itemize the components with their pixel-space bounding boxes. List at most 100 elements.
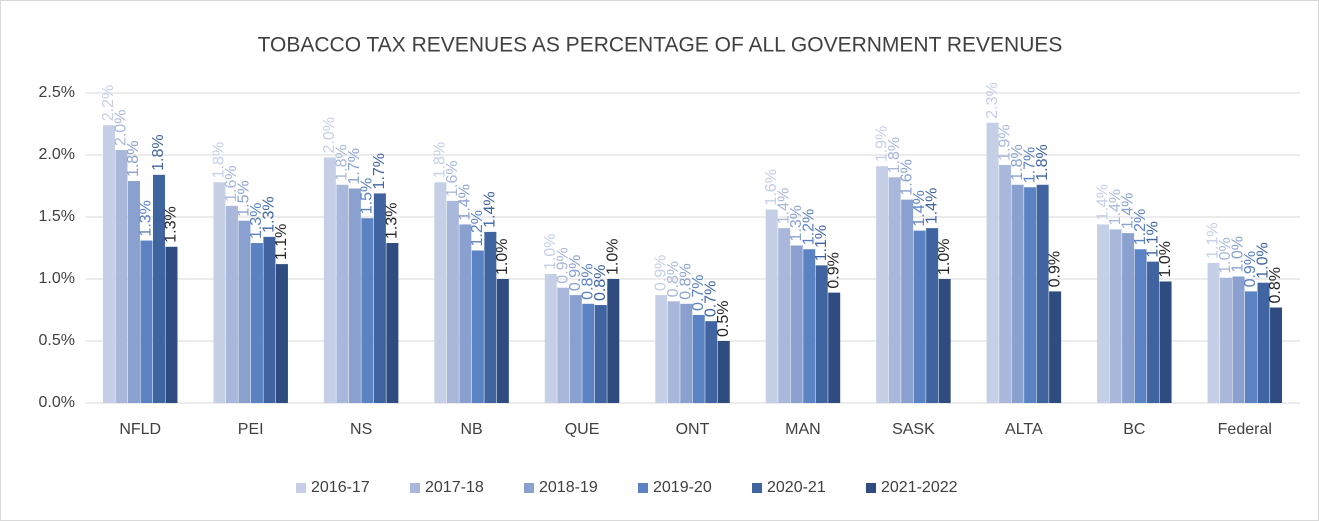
- data-label: 1.6%: [223, 165, 240, 201]
- bar: [778, 228, 791, 403]
- data-label: 0.8%: [1267, 267, 1284, 303]
- bar: [127, 181, 140, 403]
- data-label: 1.3%: [384, 203, 401, 239]
- x-tick-label: ALTA: [1005, 421, 1043, 438]
- data-label: 1.4%: [482, 191, 499, 227]
- data-label: 1.0%: [1255, 242, 1272, 278]
- data-label: 1.8%: [1034, 144, 1051, 180]
- y-tick-label: 2.0%: [39, 146, 75, 163]
- data-label: 0.8%: [677, 263, 694, 299]
- data-label: 0.5%: [715, 301, 732, 337]
- legend-swatch: [866, 483, 876, 493]
- bar: [1024, 187, 1037, 403]
- data-label: 1.1%: [813, 225, 830, 261]
- x-tick-label: MAN: [785, 421, 821, 438]
- bar: [815, 265, 828, 403]
- bar: [115, 150, 128, 403]
- legend-label: 2019-20: [653, 479, 712, 496]
- bar: [446, 200, 459, 403]
- bar: [986, 122, 999, 403]
- y-tick-label: 0.5%: [39, 332, 75, 349]
- data-label: 1.3%: [163, 206, 180, 242]
- data-label: 0.9%: [1046, 251, 1063, 287]
- data-label: 2.0%: [321, 117, 338, 153]
- x-tick-label: BC: [1123, 421, 1145, 438]
- data-label: 1.5%: [359, 178, 376, 214]
- legend-swatch: [752, 483, 762, 493]
- data-label: 0.8%: [580, 263, 597, 299]
- data-label: 1.6%: [444, 160, 461, 196]
- x-tick-label: PEI: [238, 421, 264, 438]
- bar: [323, 157, 336, 403]
- bar: [1245, 291, 1258, 403]
- data-label: 1.3%: [788, 205, 805, 241]
- data-label: 1.4%: [775, 188, 792, 224]
- bar: [926, 228, 939, 403]
- data-label: 1.8%: [334, 144, 351, 180]
- bar: [803, 249, 816, 403]
- bar: [717, 341, 730, 403]
- bar: [607, 279, 620, 403]
- data-label: 1.0%: [1157, 241, 1174, 277]
- data-label: 1.3%: [138, 200, 155, 236]
- data-label: 1.0%: [605, 239, 622, 275]
- data-label: 1.8%: [1009, 144, 1026, 180]
- bar: [213, 182, 226, 403]
- bar: [386, 243, 399, 403]
- data-label: 0.9%: [825, 252, 842, 288]
- data-label: 0.8%: [665, 261, 682, 297]
- bar: [655, 295, 668, 403]
- data-label: 1.0%: [542, 234, 559, 270]
- data-label: 1.8%: [150, 134, 167, 170]
- data-label: 0.8%: [592, 265, 609, 301]
- data-label: 1.8%: [886, 137, 903, 173]
- legend-label: 2021-2022: [881, 479, 958, 496]
- data-label: 1.8%: [125, 141, 142, 177]
- legend-swatch: [524, 483, 534, 493]
- legend-swatch: [296, 483, 306, 493]
- bar: [790, 245, 803, 403]
- y-tick-label: 0.0%: [39, 394, 75, 411]
- data-label: 2.0%: [113, 110, 130, 146]
- bar: [250, 243, 263, 403]
- bar: [999, 164, 1012, 403]
- data-label: 1.7%: [1021, 147, 1038, 183]
- bar: [667, 301, 680, 403]
- x-tick-label: Federal: [1218, 421, 1272, 438]
- bar: [238, 220, 251, 403]
- bar: [373, 193, 386, 403]
- data-label: 1.2%: [1132, 209, 1149, 245]
- bar: [692, 314, 705, 403]
- data-label: 1.4%: [911, 190, 928, 226]
- data-label: 0.7%: [702, 281, 719, 317]
- bar: [275, 264, 288, 403]
- bar: [1134, 249, 1147, 403]
- data-label: 1.4%: [457, 184, 474, 220]
- data-label: 1.4%: [1094, 184, 1111, 220]
- bar: [901, 199, 914, 403]
- data-label: 1.3%: [261, 196, 278, 232]
- data-label: 1.0%: [494, 239, 511, 275]
- data-label: 1.2%: [800, 209, 817, 245]
- bar: [1232, 276, 1245, 403]
- data-label: 2.3%: [984, 82, 1001, 118]
- bar: [263, 236, 276, 403]
- y-tick-label: 1.5%: [39, 208, 75, 225]
- bar: [1257, 282, 1270, 403]
- data-label: 1.7%: [346, 148, 363, 184]
- bar: [1220, 277, 1233, 403]
- y-tick-label: 2.5%: [39, 84, 75, 101]
- bar: [484, 231, 497, 403]
- bar: [1011, 184, 1024, 403]
- x-tick-label: NFLD: [119, 421, 161, 438]
- bar: [336, 184, 349, 403]
- bar: [1036, 184, 1049, 403]
- data-label: 1.9%: [996, 124, 1013, 160]
- bar: [496, 279, 509, 403]
- bar: [1159, 281, 1172, 403]
- bar: [434, 182, 447, 403]
- x-tick-label: NB: [460, 421, 482, 438]
- bar: [876, 166, 889, 403]
- data-label: 0.9%: [652, 255, 669, 291]
